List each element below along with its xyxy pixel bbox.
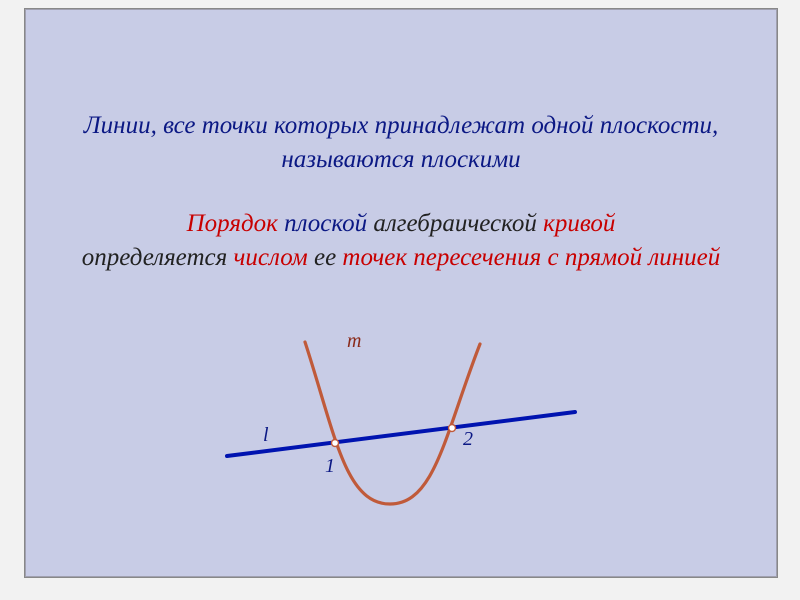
label-l: l: [263, 424, 269, 447]
emph-linii: Линии: [84, 112, 151, 139]
line-l: [227, 412, 575, 456]
label-m: m: [347, 330, 361, 353]
w-krivoy: кривой: [543, 210, 615, 237]
curve-line-diagram: m l 1 2: [195, 324, 615, 544]
label-1: 1: [325, 455, 335, 478]
w-tochek: точек пересечения с прямой линией: [342, 244, 720, 271]
w-algebr: алгебраической: [373, 210, 543, 237]
label-2: 2: [463, 428, 473, 451]
intersection-point-1: [332, 440, 339, 447]
definition-paragraph: Линии, все точки которых принадлежат одн…: [25, 109, 777, 177]
slide-frame: Линии, все точки которых принадлежат одн…: [24, 8, 778, 578]
order-paragraph: Порядок плоской алгебраической кривой оп…: [25, 207, 777, 275]
intersection-point-2: [449, 425, 456, 432]
w-ploskoy: плоской: [284, 210, 373, 237]
diagram-svg: [195, 324, 615, 544]
emph-ploskimi: плоскими: [421, 146, 521, 173]
w-ee: ее: [314, 244, 342, 271]
w-chislom: числом: [233, 244, 313, 271]
w-opred: определяется: [82, 244, 234, 271]
w-poryadok: Порядок: [187, 210, 284, 237]
curve-m: [305, 342, 480, 504]
